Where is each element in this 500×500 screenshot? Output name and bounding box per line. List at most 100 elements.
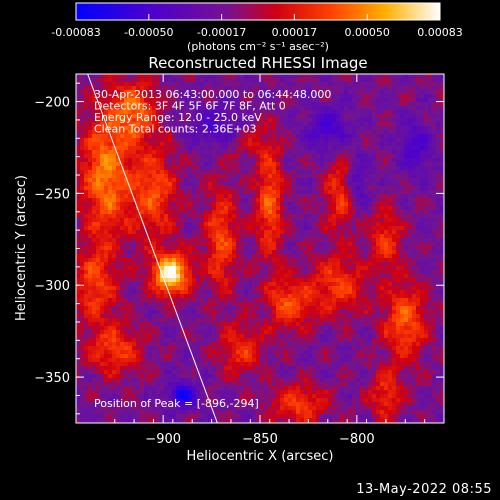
heatmap-cell <box>224 262 229 267</box>
heatmap-cell <box>232 110 237 115</box>
heatmap-cell <box>304 190 309 195</box>
heatmap-cell <box>336 102 341 107</box>
heatmap-cell <box>404 82 409 87</box>
heatmap-cell <box>244 94 249 99</box>
heatmap-cell <box>360 222 365 227</box>
heatmap-cell <box>168 250 173 255</box>
heatmap-cell <box>344 274 349 279</box>
heatmap-cell <box>164 118 169 123</box>
heatmap-cell <box>336 226 341 231</box>
heatmap-cell <box>212 282 217 287</box>
heatmap-cell <box>252 86 257 91</box>
heatmap-cell <box>132 190 137 195</box>
heatmap-cell <box>284 166 289 171</box>
heatmap-cell <box>76 174 81 179</box>
heatmap-cell <box>208 238 213 243</box>
heatmap-cell <box>116 254 121 259</box>
heatmap-cell <box>248 114 253 119</box>
heatmap-cell <box>156 218 161 223</box>
heatmap-cell <box>436 86 441 91</box>
heatmap-cell <box>120 94 125 99</box>
heatmap-cell <box>260 250 265 255</box>
heatmap-cell <box>364 194 369 199</box>
heatmap-cell <box>224 130 229 135</box>
heatmap-cell <box>288 154 293 159</box>
heatmap-cell <box>212 194 217 199</box>
heatmap-cell <box>320 130 325 135</box>
heatmap-cell <box>116 186 121 191</box>
heatmap-cell <box>228 258 233 263</box>
heatmap-cell <box>428 230 433 235</box>
heatmap-cell <box>108 138 113 143</box>
heatmap-cell <box>272 198 277 203</box>
heatmap-cell <box>380 226 385 231</box>
heatmap-cell <box>420 98 425 103</box>
heatmap-cell <box>228 206 233 211</box>
heatmap-cell <box>348 166 353 171</box>
heatmap-cell <box>148 122 153 127</box>
heatmap-cell <box>132 122 137 127</box>
heatmap-cell <box>104 206 109 211</box>
heatmap-cell <box>168 78 173 83</box>
heatmap-cell <box>128 238 133 243</box>
heatmap-cell <box>424 166 429 171</box>
heatmap-cell <box>320 266 325 271</box>
heatmap-cell <box>252 242 257 247</box>
heatmap-cell <box>388 210 393 215</box>
heatmap-cell <box>92 78 97 83</box>
heatmap-cell <box>424 262 429 267</box>
heatmap-cell <box>152 242 157 247</box>
heatmap-cell <box>120 174 125 179</box>
heatmap-cell <box>348 90 353 95</box>
heatmap-cell <box>332 138 337 143</box>
heatmap-cell <box>336 202 341 207</box>
heatmap-cell <box>136 178 141 183</box>
heatmap-cell <box>96 238 101 243</box>
heatmap-cell <box>324 110 329 115</box>
heatmap-cell <box>400 282 405 287</box>
heatmap-cell <box>244 78 249 83</box>
heatmap-cell <box>440 254 444 259</box>
heatmap-cell <box>160 286 165 291</box>
heatmap-cell <box>124 282 129 287</box>
heatmap-cell <box>360 282 365 287</box>
heatmap-cell <box>360 154 365 159</box>
heatmap-cell <box>340 106 345 111</box>
heatmap-cell <box>140 190 145 195</box>
heatmap-cell <box>244 146 249 151</box>
heatmap-cell <box>180 222 185 227</box>
heatmap-cell <box>340 82 345 87</box>
heatmap-cell <box>112 102 117 107</box>
heatmap-cell <box>440 94 444 99</box>
heatmap-cell <box>344 254 349 259</box>
heatmap-cell <box>192 166 197 171</box>
heatmap-cell <box>268 146 273 151</box>
heatmap-cell <box>244 246 249 251</box>
heatmap-cell <box>424 242 429 247</box>
heatmap-cell <box>404 126 409 131</box>
heatmap-cell <box>272 98 277 103</box>
heatmap-cell <box>428 174 433 179</box>
heatmap-cell <box>288 238 293 243</box>
heatmap-cell <box>356 122 361 127</box>
heatmap-cell <box>168 154 173 159</box>
heatmap-cell <box>280 230 285 235</box>
heatmap-cell <box>368 90 373 95</box>
heatmap-cell <box>140 202 145 207</box>
heatmap-cell <box>256 94 261 99</box>
heatmap-cell <box>336 278 341 283</box>
heatmap-cell <box>152 74 157 79</box>
heatmap-cell <box>116 94 121 99</box>
heatmap-cell <box>412 114 417 119</box>
heatmap-cell <box>360 246 365 251</box>
heatmap-cell <box>328 178 333 183</box>
heatmap-cell <box>200 202 205 207</box>
heatmap-cell <box>436 146 441 151</box>
heatmap-cell <box>224 210 229 215</box>
heatmap-cell <box>212 218 217 223</box>
heatmap-cell <box>188 158 193 163</box>
heatmap-cell <box>436 150 441 155</box>
heatmap-cell <box>228 102 233 107</box>
heatmap-cell <box>128 250 133 255</box>
heatmap-cell <box>176 162 181 167</box>
